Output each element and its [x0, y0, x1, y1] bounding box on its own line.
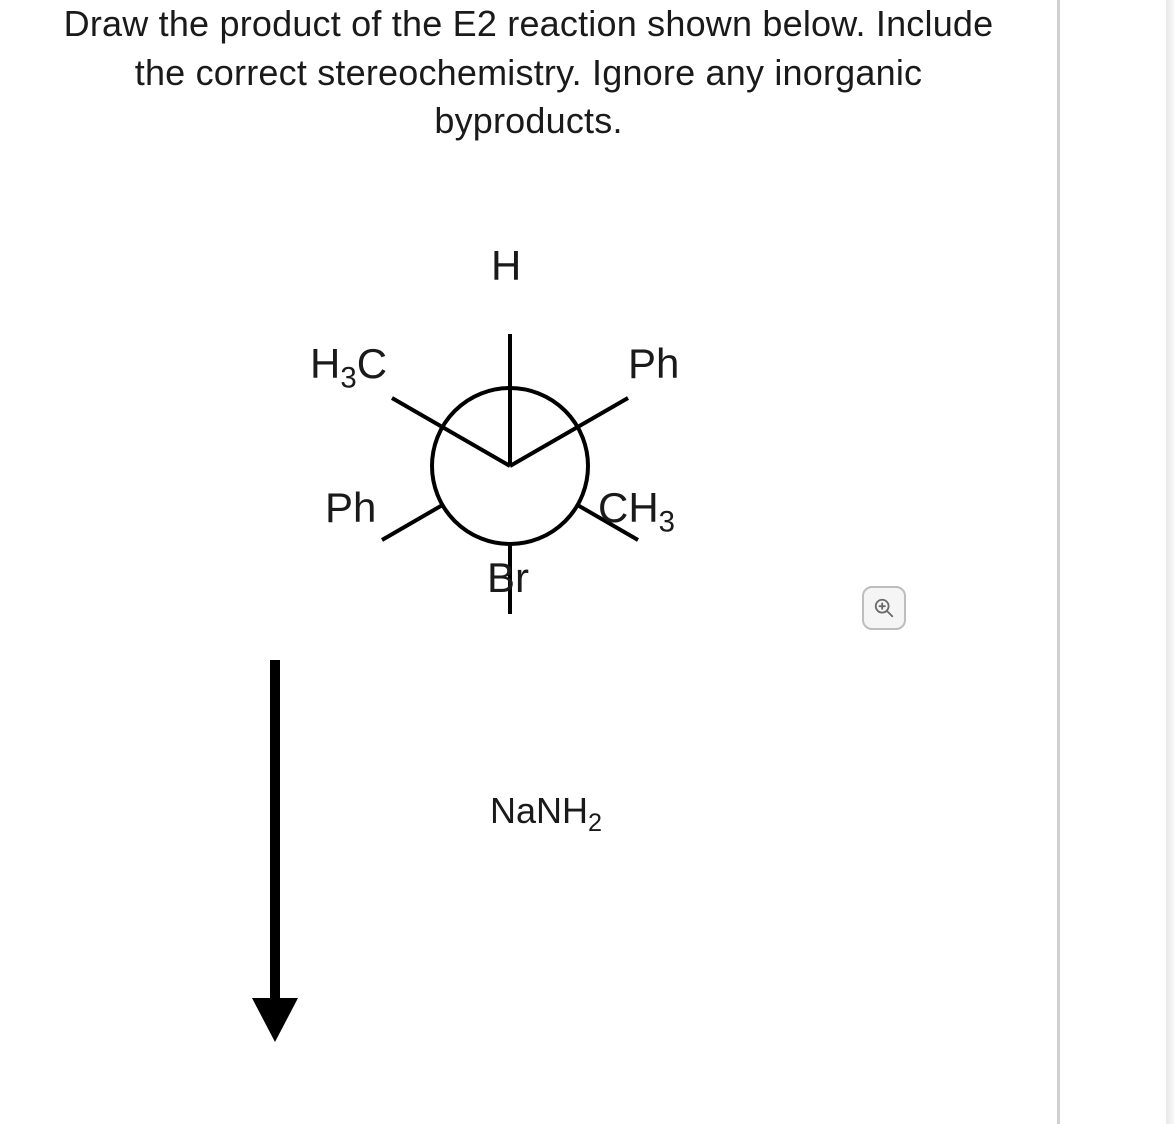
- question-page: Draw the product of the E2 reaction show…: [0, 0, 1060, 1124]
- newman-back-left: Ph: [325, 484, 376, 532]
- scroll-edge: [1166, 0, 1174, 1124]
- newman-back-bottom: Br: [487, 554, 529, 602]
- newman-projection: [280, 266, 740, 686]
- newman-front-left: H3C: [310, 340, 387, 395]
- zoom-button[interactable]: [862, 586, 906, 630]
- newman-back-right: CH3: [598, 484, 675, 539]
- question-line-2: the correct stereochemistry. Ignore any …: [135, 52, 923, 93]
- reaction-arrow: [240, 650, 310, 1050]
- reagent-label: NaNH2: [490, 790, 602, 838]
- question-text: Draw the product of the E2 reaction show…: [0, 0, 1057, 146]
- zoom-in-icon: [873, 597, 895, 619]
- question-line-3: byproducts.: [434, 100, 622, 141]
- newman-front-right: Ph: [628, 340, 679, 388]
- newman-front-top: H: [491, 242, 521, 290]
- question-line-1: Draw the product of the E2 reaction show…: [64, 3, 994, 44]
- reaction-diagram: H H3C Ph Ph CH3 Br: [0, 146, 1057, 826]
